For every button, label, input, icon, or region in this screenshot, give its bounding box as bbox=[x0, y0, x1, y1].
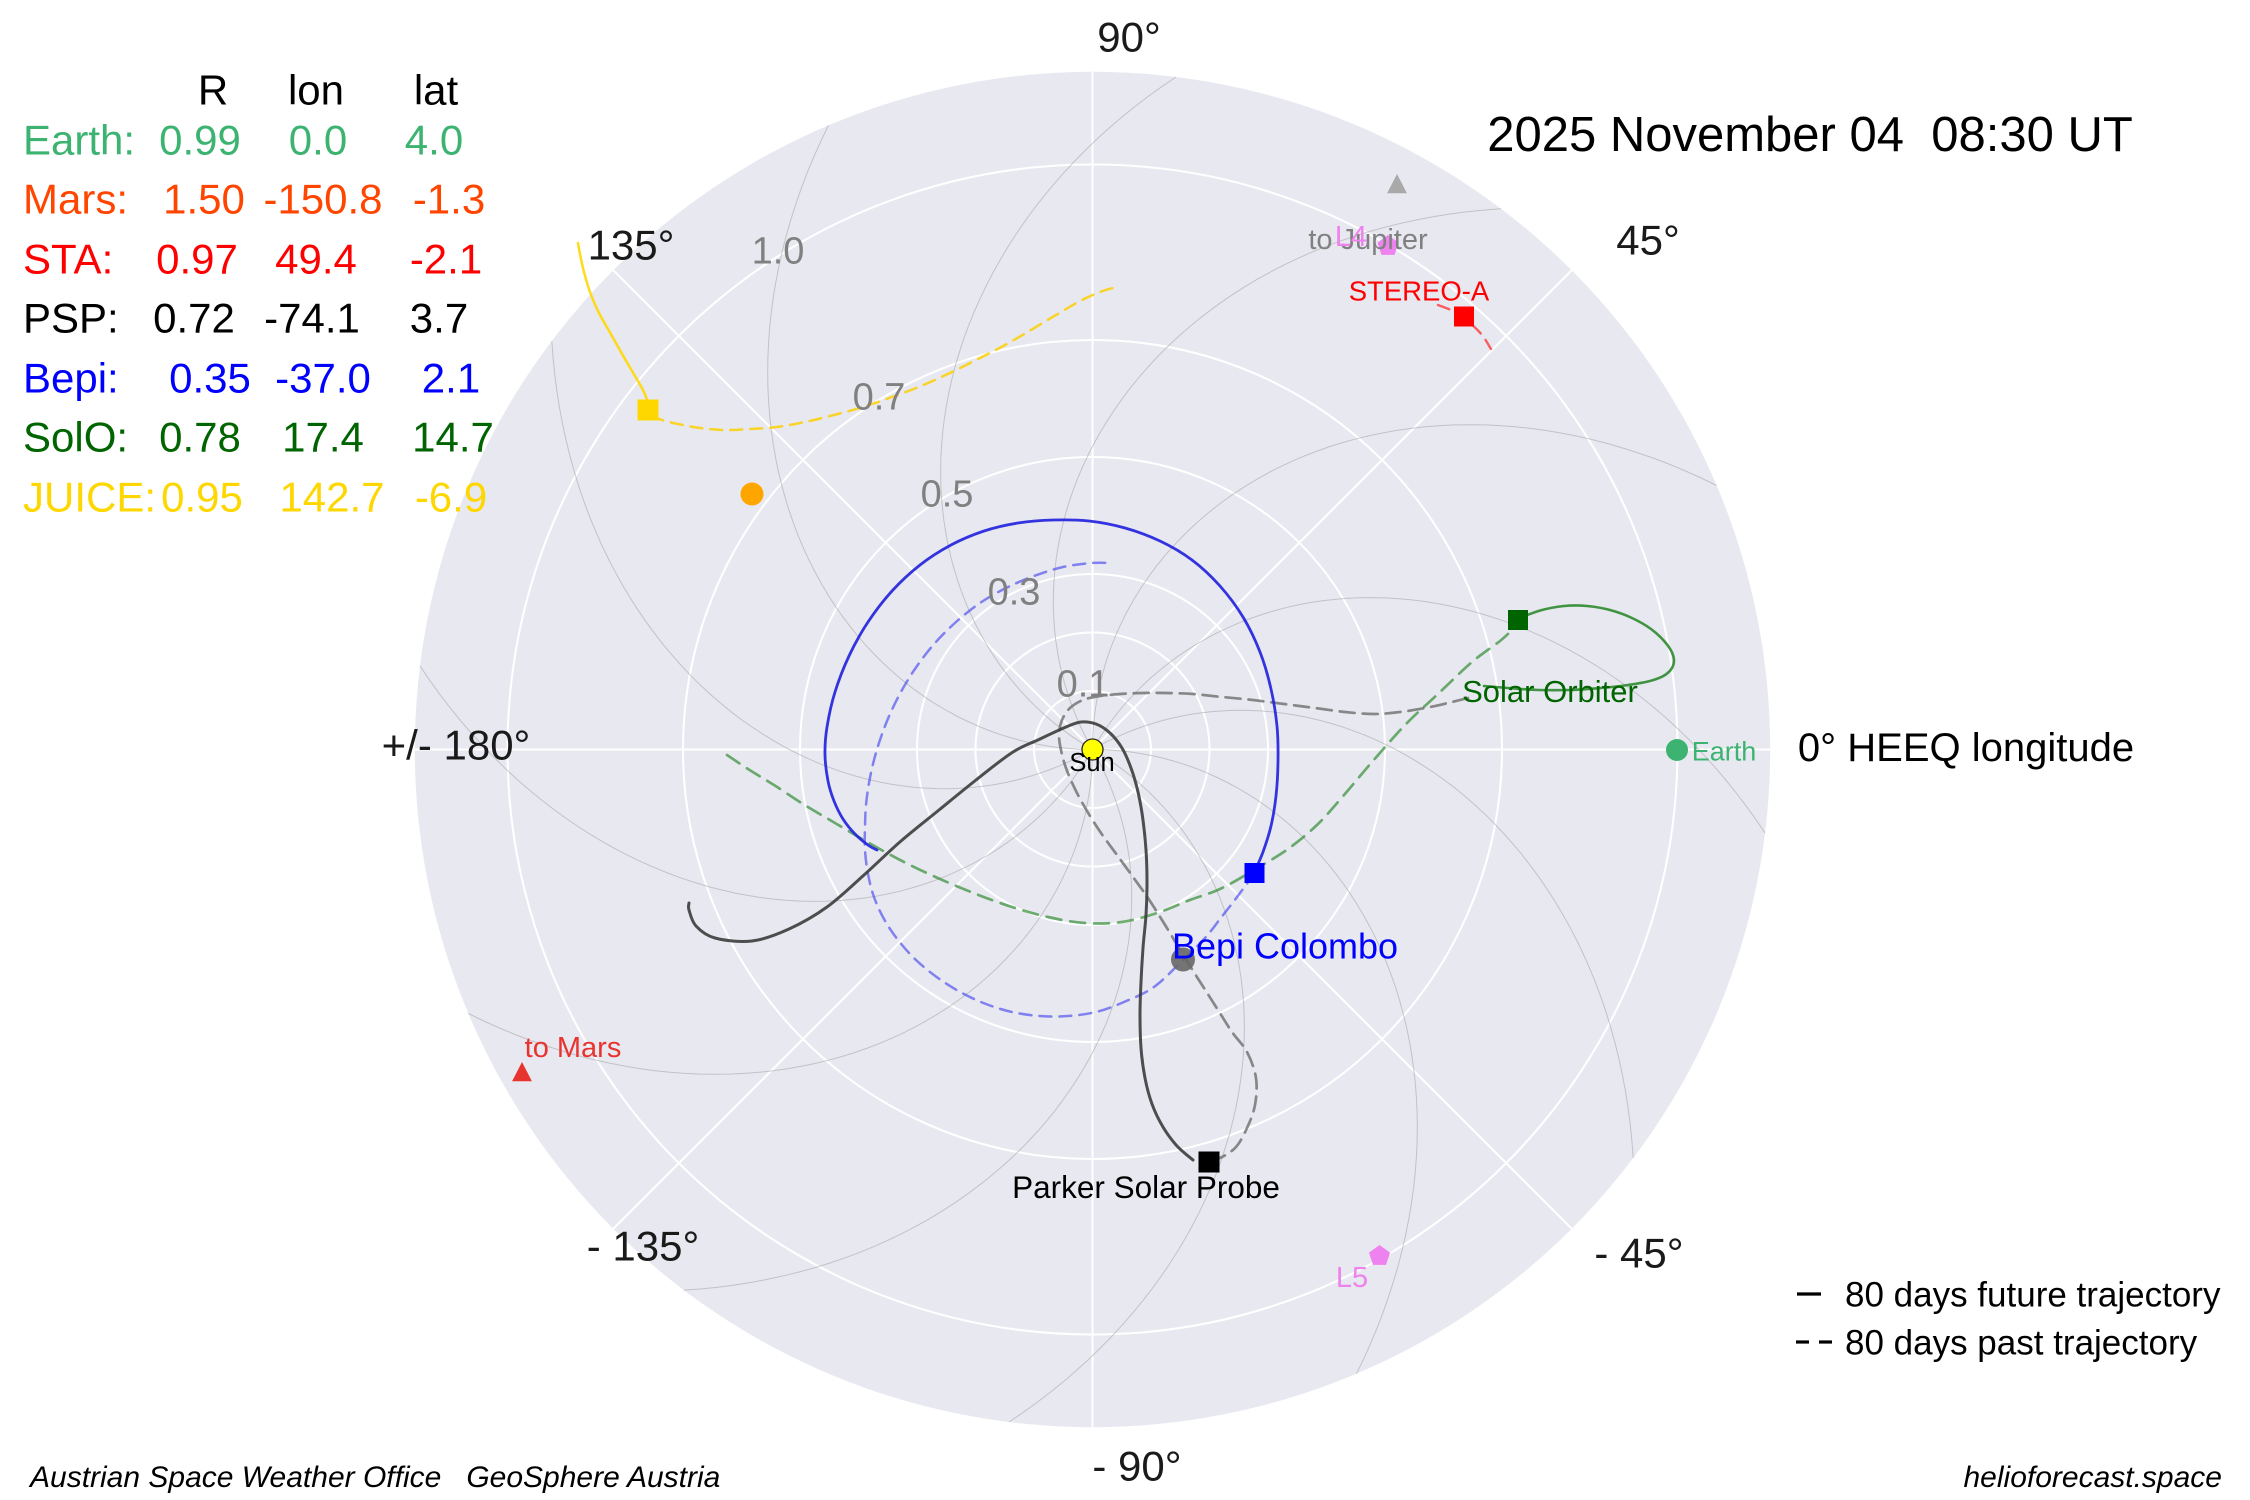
svg-text:JUICE:: JUICE: bbox=[23, 474, 156, 521]
svg-text:0.35: 0.35 bbox=[169, 355, 251, 402]
svg-text:-74.1: -74.1 bbox=[264, 295, 360, 342]
svg-text:49.4: 49.4 bbox=[275, 236, 357, 283]
svg-text:Bepi:: Bepi: bbox=[23, 355, 119, 402]
svg-text:80 days past trajectory: 80 days past trajectory bbox=[1845, 1323, 2198, 1362]
svg-text:-6.9: -6.9 bbox=[415, 474, 487, 521]
svg-text:lat: lat bbox=[414, 67, 459, 114]
svg-text:1.0: 1.0 bbox=[752, 230, 805, 272]
svg-text:+/- 180°: +/- 180° bbox=[382, 722, 531, 769]
svg-text:0.5: 0.5 bbox=[921, 473, 974, 515]
svg-text:Earth: Earth bbox=[1692, 736, 1757, 766]
svg-text:-37.0: -37.0 bbox=[275, 355, 371, 402]
svg-text:-150.8: -150.8 bbox=[263, 176, 382, 223]
svg-text:0° HEEQ longitude: 0° HEEQ longitude bbox=[1798, 726, 2134, 770]
svg-text:- 90°: - 90° bbox=[1092, 1443, 1181, 1490]
svg-text:2.1: 2.1 bbox=[422, 355, 480, 402]
svg-text:142.7: 142.7 bbox=[279, 474, 384, 521]
svg-text:PSP:: PSP: bbox=[23, 295, 119, 342]
svg-text:0.78: 0.78 bbox=[159, 414, 241, 461]
svg-text:0.97: 0.97 bbox=[156, 236, 238, 283]
svg-text:1.50: 1.50 bbox=[163, 176, 245, 223]
svg-text:Earth:: Earth: bbox=[23, 117, 135, 164]
svg-text:-2.1: -2.1 bbox=[410, 236, 482, 283]
svg-text:Mars:: Mars: bbox=[23, 176, 128, 223]
svg-text:45°: 45° bbox=[1616, 217, 1680, 264]
svg-text:0.0: 0.0 bbox=[289, 117, 347, 164]
svg-text:lon: lon bbox=[288, 67, 344, 114]
svg-text:80 days future trajectory: 80 days future trajectory bbox=[1845, 1275, 2221, 1314]
svg-text:Bepi Colombo: Bepi Colombo bbox=[1172, 926, 1398, 967]
svg-text:helioforecast.space: helioforecast.space bbox=[1964, 1461, 2223, 1494]
svg-text:90°: 90° bbox=[1097, 14, 1161, 61]
svg-text:2025 November 04 08:30 UT: 2025 November 04 08:30 UT bbox=[1487, 108, 2133, 162]
svg-text:L5: L5 bbox=[1336, 1262, 1368, 1294]
svg-text:4.0: 4.0 bbox=[405, 117, 463, 164]
svg-text:Sun: Sun bbox=[1069, 749, 1114, 777]
svg-text:-1.3: -1.3 bbox=[413, 176, 485, 223]
svg-text:0.72: 0.72 bbox=[153, 295, 235, 342]
svg-text:- 135°: - 135° bbox=[587, 1223, 700, 1270]
svg-text:R: R bbox=[198, 67, 228, 114]
svg-text:Solar Orbiter: Solar Orbiter bbox=[1462, 674, 1638, 709]
svg-text:0.99: 0.99 bbox=[159, 117, 241, 164]
svg-text:Austrian Space Weather Office: Austrian Space Weather Office GeoSphere … bbox=[28, 1461, 720, 1494]
svg-text:STA:: STA: bbox=[23, 236, 113, 283]
svg-text:17.4: 17.4 bbox=[282, 414, 364, 461]
svg-text:to Mars: to Mars bbox=[525, 1032, 622, 1064]
svg-text:135°: 135° bbox=[588, 222, 675, 269]
svg-text:SolO:: SolO: bbox=[23, 414, 128, 461]
svg-text:L4: L4 bbox=[1335, 221, 1367, 253]
svg-text:14.7: 14.7 bbox=[412, 414, 494, 461]
svg-text:STEREO-A: STEREO-A bbox=[1349, 276, 1490, 307]
svg-text:3.7: 3.7 bbox=[410, 295, 468, 342]
svg-text:0.1: 0.1 bbox=[1057, 663, 1110, 705]
svg-text:0.95: 0.95 bbox=[161, 474, 243, 521]
svg-text:to Jupiter: to Jupiter bbox=[1308, 224, 1428, 256]
svg-text:- 45°: - 45° bbox=[1594, 1230, 1683, 1277]
svg-text:Parker Solar Probe: Parker Solar Probe bbox=[1012, 1169, 1280, 1205]
svg-text:0.7: 0.7 bbox=[853, 376, 906, 418]
svg-text:0.3: 0.3 bbox=[988, 571, 1041, 613]
